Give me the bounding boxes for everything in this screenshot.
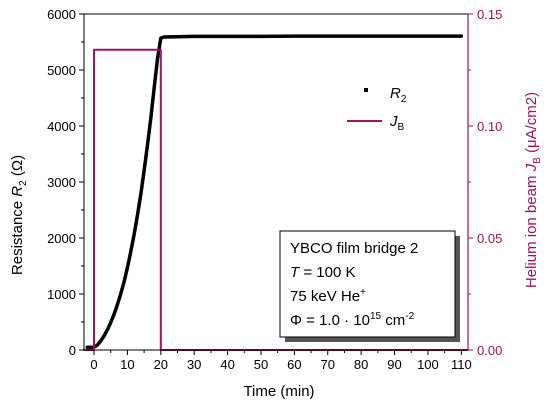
y-right-tick-label: 0.00 <box>477 343 502 358</box>
annotation-line-1: YBCO film bridge 2 <box>290 240 418 257</box>
y-right-label-sub: B <box>532 157 543 164</box>
y-right-label-unit: (μA/cm2) <box>523 92 540 157</box>
annotation-box: YBCO film bridge 2 T = 100 K 75 keV He+ … <box>279 230 460 342</box>
y-left-label-sub: 2 <box>18 180 29 186</box>
y-left-tick-label: 1000 <box>47 287 76 302</box>
y-left-tick-label: 4000 <box>47 119 76 134</box>
y-right-tick-label: 0.10 <box>477 119 502 134</box>
legend-r2-marker <box>364 88 368 92</box>
y-axis-right-label: Helium ion beam JB (μA/cm2) <box>523 92 543 288</box>
x-axis-label: Time (min) <box>243 383 314 400</box>
y-right-label-main: Helium ion beam <box>523 171 540 288</box>
y-left-tick-label: 0 <box>69 343 76 358</box>
x-tick-label: 80 <box>354 357 368 372</box>
y-right-tick-label: 0.05 <box>477 231 502 246</box>
legend: R2 JB <box>347 85 407 133</box>
y-left-tick-label: 2000 <box>47 231 76 246</box>
annotation-line-4: Φ = 1.0 · 1015 cm-2 <box>290 311 415 329</box>
x-tick-label: 100 <box>417 357 439 372</box>
x-tick-label: 70 <box>321 357 335 372</box>
x-tick-label: 90 <box>387 357 401 372</box>
y-left-tick-label: 6000 <box>47 7 76 22</box>
x-tick-label: 60 <box>287 357 301 372</box>
y-left-tick-label: 3000 <box>47 175 76 190</box>
legend-r2-label: R2 <box>390 85 407 105</box>
legend-jb-label: JB <box>389 113 405 133</box>
annotation-line-3: 75 keV He+ <box>290 287 366 305</box>
x-tick-label: 40 <box>220 357 234 372</box>
y-axis-left-label: Resistance R2 (Ω) <box>9 155 29 275</box>
x-tick-label: 10 <box>120 357 134 372</box>
x-tick-label: 20 <box>154 357 168 372</box>
x-tick-label: 110 <box>451 357 472 372</box>
series-line-r2 <box>85 34 464 349</box>
y-left-tick-label: 5000 <box>47 63 76 78</box>
x-tick-label: 0 <box>90 357 97 372</box>
y-left-label-main: Resistance <box>9 197 26 275</box>
y-right-label-var: J <box>523 163 540 172</box>
y-left-label-var: R <box>9 186 26 197</box>
annotation-line-2: T = 100 K <box>290 264 355 281</box>
y-right-tick-label: 0.15 <box>477 7 502 22</box>
x-tick-label: 30 <box>187 357 201 372</box>
x-tick-label: 50 <box>254 357 268 372</box>
annotation-frame <box>279 230 456 338</box>
y-left-label-unit: (Ω) <box>9 155 26 180</box>
